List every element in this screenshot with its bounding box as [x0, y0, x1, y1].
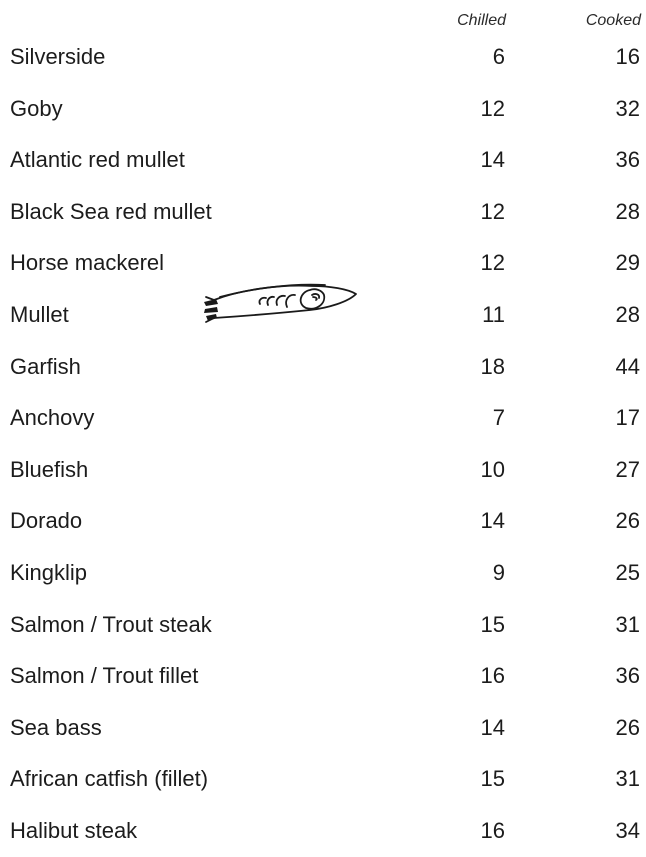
table-row: Garfish 18 44 [0, 341, 646, 393]
cooked-value: 27 [615, 456, 640, 482]
fish-name: Silverside [10, 44, 106, 69]
chilled-value: 6 [492, 44, 505, 69]
chilled-value: 15 [480, 766, 505, 792]
fish-sketch-icon [204, 283, 357, 323]
cooked-value: 32 [615, 95, 640, 121]
cooked-value: 29 [615, 250, 640, 276]
chilled-value: 18 [480, 353, 505, 379]
fish-name: Bluefish [10, 456, 89, 482]
table-row: Bluefish 10 27 [0, 444, 646, 496]
fish-name: Kingklip [10, 559, 88, 585]
chilled-value: 10 [480, 456, 505, 482]
fish-name: Salmon / Trout fillet [10, 663, 199, 689]
table-row: Salmon / Trout fillet 16 36 [0, 650, 646, 702]
chilled-value: 14 [480, 714, 505, 740]
table-row: Mullet 11 28 [0, 289, 646, 341]
fish-name: Anchovy [10, 405, 95, 431]
fish-name: Salmon / Trout steak [10, 611, 212, 637]
table-row: Salmon / Trout steak 15 31 [0, 599, 646, 651]
table-row: Kingklip 9 25 [0, 547, 646, 599]
cooked-value: 26 [615, 508, 640, 534]
cooked-value: 28 [615, 301, 640, 327]
fish-name: Sea bass [10, 714, 102, 740]
chilled-value: 9 [492, 559, 505, 585]
cooked-value: 17 [615, 405, 640, 431]
cooked-value: 44 [615, 353, 640, 379]
chilled-value: 16 [480, 663, 505, 689]
column-header-cooked: Cooked [585, 12, 641, 29]
fish-name: Mullet [10, 301, 69, 327]
table-row: Anchovy 7 17 [0, 392, 646, 444]
fish-name: Halibut steak [10, 817, 138, 843]
cooked-value: 31 [615, 611, 640, 637]
table-row: Goby 12 32 [0, 83, 646, 135]
cooked-value: 16 [615, 44, 640, 69]
chilled-value: 12 [480, 250, 505, 276]
table-row: Horse mackerel 12 29 [0, 237, 646, 289]
fish-name: Dorado [10, 508, 83, 534]
cooked-value: 34 [615, 817, 640, 843]
table-row: Black Sea red mullet 12 28 [0, 186, 646, 238]
fish-name: Garfish [10, 353, 81, 379]
chilled-value: 16 [480, 817, 505, 843]
chilled-value: 11 [482, 301, 505, 327]
cooked-value: 26 [615, 714, 640, 740]
cooked-value: 36 [615, 663, 640, 689]
chilled-value: 12 [480, 198, 505, 224]
table-row: Halibut steak 16 34 [0, 805, 646, 857]
chilled-value: 14 [480, 147, 505, 173]
chilled-value: 12 [480, 95, 505, 121]
table-row: African catfish (fillet) 15 31 [0, 753, 646, 805]
cooked-value: 28 [615, 198, 640, 224]
table-row: Atlantic red mullet 14 36 [0, 134, 646, 186]
cooked-value: 31 [615, 766, 640, 792]
fish-name: Black Sea red mullet [10, 198, 212, 224]
fish-name: Goby [10, 95, 63, 121]
chilled-value: 14 [480, 508, 505, 534]
fish-name: Horse mackerel [10, 250, 165, 276]
chilled-value: 7 [492, 405, 505, 431]
table-row: Sea bass 14 26 [0, 702, 646, 754]
column-header-chilled: Chilled [457, 12, 506, 29]
chilled-value: 15 [480, 611, 505, 637]
table-row: Dorado 14 26 [0, 495, 646, 547]
cooked-value: 36 [615, 147, 640, 173]
fish-name: Atlantic red mullet [10, 147, 185, 173]
cooked-value: 25 [615, 559, 640, 585]
table-row: Silverside 6 16 [0, 31, 646, 83]
fish-table: Silverside 6 16 Goby 12 32 Atlantic red … [0, 31, 646, 857]
table-header: Chilled Cooked [0, 9, 646, 33]
fish-name: African catfish (fillet) [10, 766, 209, 792]
